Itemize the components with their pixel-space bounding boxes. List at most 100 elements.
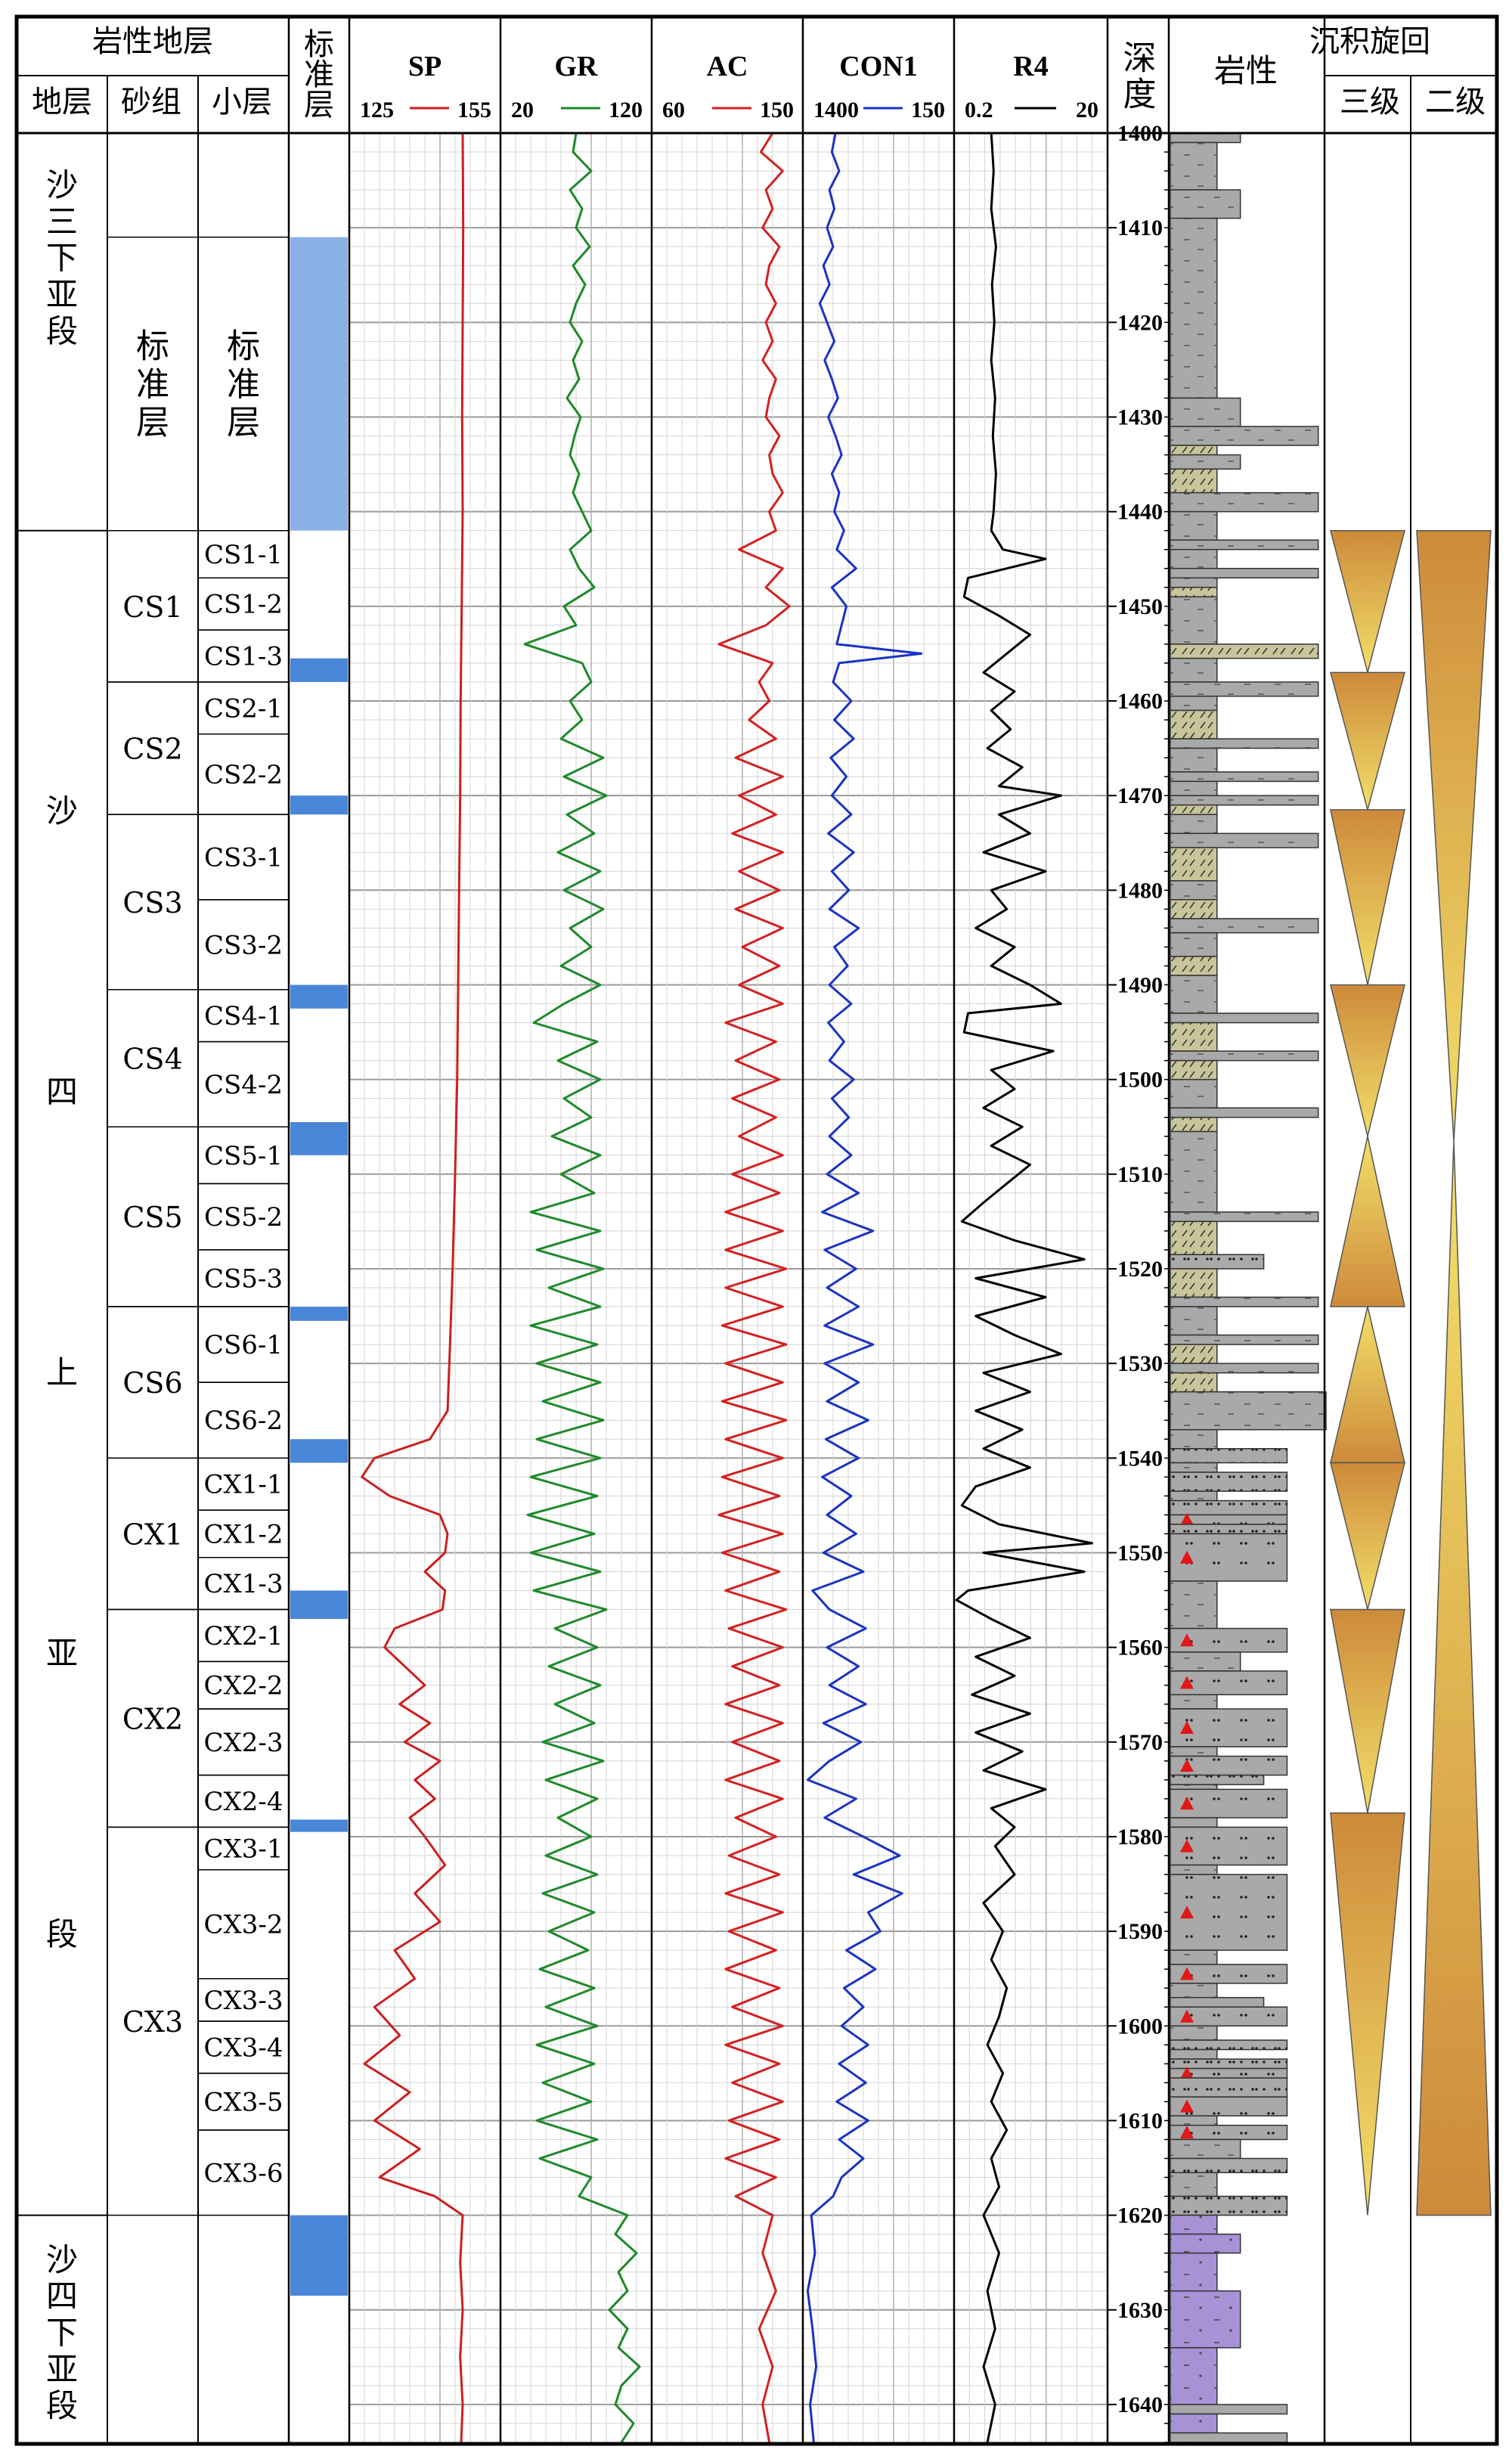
lithology-mudstone (1170, 814, 1218, 834)
lithology-mudstone (1170, 1130, 1218, 1213)
header-standard: 准 (304, 57, 334, 92)
lithology-dolomitic (1170, 956, 1218, 976)
third-order-cycle (1330, 1306, 1405, 1464)
gypsum-marker (1180, 2009, 1194, 2023)
formation-name: 沙 (46, 792, 78, 829)
depth-label: 1460 (1117, 689, 1163, 714)
header-lithology: 岩性 (1214, 52, 1278, 89)
depth-label: 1530 (1117, 1351, 1163, 1376)
lithology-mudstone (1170, 568, 1319, 579)
third-order-cycle (1330, 1812, 1405, 2216)
curve-min-label: 20 (511, 98, 534, 122)
sand-group-name: CS3 (122, 886, 182, 919)
lithology-dolomitic (1170, 1344, 1218, 1364)
sand-group-name: CS2 (122, 733, 182, 766)
gypsum-marker (1180, 1839, 1194, 1853)
gypsum-marker (1180, 1676, 1194, 1689)
small-layer-name: 层 (227, 404, 260, 442)
standard-layer-block (290, 795, 348, 815)
curve-max-label: 150 (760, 98, 794, 122)
lithology-siltstone (1170, 1254, 1265, 1270)
formation-name: 下 (46, 2315, 78, 2352)
header-cycle: 沉积旋回 (1309, 24, 1430, 59)
lithology-mudstone (1170, 1580, 1218, 1630)
curve-name-r4: R4 (1013, 51, 1048, 82)
track-grid-0 (349, 132, 500, 2443)
lithology-mudstone (1170, 932, 1218, 957)
lithology-purple_mud (1170, 2214, 1218, 2235)
standard-layer-block (290, 658, 348, 682)
third-order-cycle (1330, 1462, 1405, 1610)
depth-label: 1520 (1117, 1257, 1163, 1282)
curve-max-label: 155 (457, 98, 491, 122)
depth-label: 1490 (1117, 972, 1163, 997)
depth-label: 1610 (1117, 2108, 1163, 2133)
header-small-layer: 小层 (212, 85, 272, 119)
lithology-mudstone (1170, 2115, 1218, 2126)
gypsum-marker (1180, 2066, 1194, 2079)
track-grid-3 (803, 132, 954, 2443)
lithology-dolomitic (1170, 847, 1218, 882)
log-content: SP 125 155 GR 20 120 AC 60 150 CON1 1400 150 R4 0.2 20… (46, 27, 1492, 2443)
lithology-mudstone (1170, 1651, 1241, 1672)
small-layer-name: CX1-2 (204, 1519, 284, 1549)
small-layer-name: CX2-1 (204, 1621, 284, 1651)
small-layer-name: CX2-4 (204, 1787, 284, 1817)
header-second-order: 二级 (1425, 85, 1486, 119)
lithology-siltstone (1170, 1524, 1288, 1535)
track-grid-1 (500, 132, 652, 2443)
small-layer-name: CS1-1 (204, 540, 283, 570)
formation-name: 段 (46, 1915, 78, 1952)
formation-name: 段 (46, 2387, 78, 2424)
lithology-mudstone (1170, 657, 1218, 683)
small-layer-name: 标 (227, 327, 260, 365)
curve-min-label: 1400 (813, 98, 859, 122)
curve-con1 (806, 132, 923, 2443)
formation-name: 下 (46, 240, 78, 277)
sand-group-name: 标 (136, 327, 169, 365)
depth-label: 1470 (1117, 783, 1163, 808)
lithology-dolomitic (1170, 709, 1218, 740)
third-order-cycle (1330, 809, 1405, 985)
lithology-mudstone (1170, 491, 1319, 513)
formation-name: 沙 (46, 2241, 78, 2278)
lithology-dolomitic (1170, 1059, 1218, 1081)
formation-name: 三 (46, 203, 78, 240)
standard-layer-block (290, 237, 348, 531)
lithology-mudstone (1170, 397, 1241, 427)
lithology-dolomitic (1170, 445, 1218, 456)
formation-name: 沙 (46, 166, 78, 203)
lithology-siltstone (1170, 2404, 1288, 2415)
second-order-cycle (1416, 1140, 1492, 2216)
third-order-cycle (1330, 984, 1405, 1136)
curve-ac (717, 132, 791, 2443)
small-layer-name: CS3-2 (204, 930, 283, 960)
third-order-cycle (1330, 529, 1405, 675)
small-layer-name: CX3-5 (204, 2087, 284, 2117)
small-layer-name: CS4-2 (204, 1070, 283, 1100)
sand-group-name: CX1 (122, 1518, 183, 1551)
lithology-mudstone (1170, 1012, 1319, 1024)
small-layer-name: CX1-3 (204, 1569, 284, 1599)
lithology-dolomitic (1170, 587, 1218, 598)
lithology-mudstone (1170, 780, 1218, 796)
lithology-mudstone (1170, 1817, 1218, 1828)
depth-label: 1450 (1117, 594, 1163, 619)
gypsum-marker (1180, 1967, 1194, 1980)
small-layer-name: CS1-2 (204, 590, 283, 620)
lithology-purple_mud (1170, 2347, 1218, 2405)
lithology-siltstone (1170, 2432, 1288, 2443)
lithology-mudstone (1170, 1078, 1218, 1109)
small-layer-name: CS3-1 (204, 843, 283, 873)
standard-layer-block (290, 2215, 348, 2296)
lithology-mudstone (1170, 189, 1241, 219)
lithology-mudstone (1170, 141, 1218, 191)
depth-label: 1480 (1117, 878, 1163, 903)
track-grid-4 (954, 132, 1108, 2443)
depth-label: 1590 (1117, 1919, 1163, 1944)
curve-sp (361, 132, 465, 2443)
gypsum-marker (1180, 1759, 1194, 1772)
lithology-mudstone (1170, 426, 1319, 446)
sand-group-name: 准 (136, 365, 169, 404)
header-layer: 地层 (32, 85, 92, 119)
